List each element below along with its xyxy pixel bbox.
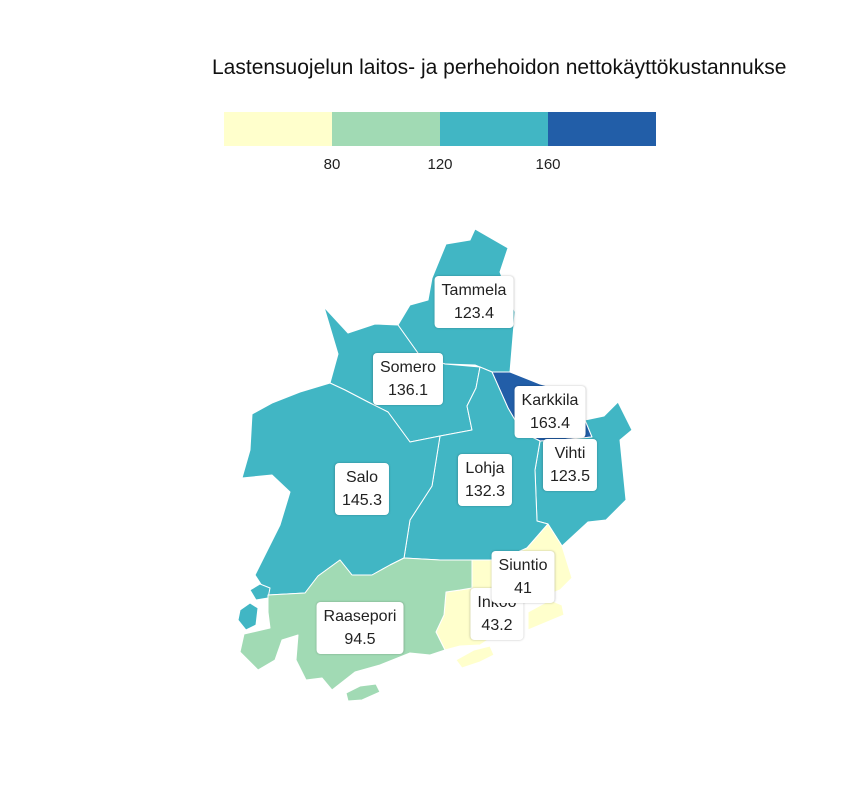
label-somero-value: 136.1 <box>387 382 429 399</box>
region-salo-island-2 <box>237 602 259 631</box>
legend-swatch-2 <box>440 112 548 146</box>
legend-swatch-0 <box>224 112 332 146</box>
label-vihti-name: Vihti <box>554 445 586 462</box>
legend-tick-160: 160 <box>535 156 561 173</box>
legend-swatch-3 <box>548 112 656 146</box>
region-siuntio-island <box>527 599 565 631</box>
label-tammela: Tammela 123.4 <box>434 276 514 328</box>
label-raasepori: Raasepori 94.5 <box>316 602 404 654</box>
label-salo-value: 145.3 <box>341 492 383 509</box>
label-raasepori-name: Raasepori <box>323 608 397 625</box>
label-somero: Somero 136.1 <box>372 353 444 405</box>
label-siuntio-name: Siuntio <box>498 557 548 574</box>
label-siuntio: Siuntio 41 <box>491 551 555 603</box>
label-karkkila-value: 163.4 <box>529 415 571 432</box>
label-salo: Salo 145.3 <box>334 463 390 515</box>
region-salo-island-1 <box>249 583 271 601</box>
color-legend: 80 120 160 <box>224 112 656 173</box>
region-inkoo-island <box>455 645 495 669</box>
label-lohja: Lohja 132.3 <box>457 454 513 506</box>
legend-tick-80: 80 <box>323 156 341 173</box>
label-karkkila: Karkkila 163.4 <box>514 386 586 438</box>
map-title: Lastensuojelun laitos- ja perhehoidon ne… <box>212 56 787 79</box>
label-vihti: Vihti 123.5 <box>542 439 598 491</box>
label-lohja-value: 132.3 <box>464 483 506 500</box>
region-raasepori-island <box>345 683 381 702</box>
label-karkkila-name: Karkkila <box>521 392 579 409</box>
label-somero-name: Somero <box>379 359 437 376</box>
label-tammela-name: Tammela <box>441 282 507 299</box>
label-lohja-name: Lohja <box>465 460 505 477</box>
label-inkoo-value: 43.2 <box>481 617 513 634</box>
label-raasepori-value: 94.5 <box>344 631 376 648</box>
label-vihti-value: 123.5 <box>549 468 591 485</box>
label-salo-name: Salo <box>345 469 379 486</box>
label-siuntio-value: 41 <box>514 580 532 597</box>
legend-tick-120: 120 <box>427 156 453 173</box>
legend-swatch-1 <box>332 112 440 146</box>
label-tammela-value: 123.4 <box>453 305 495 322</box>
